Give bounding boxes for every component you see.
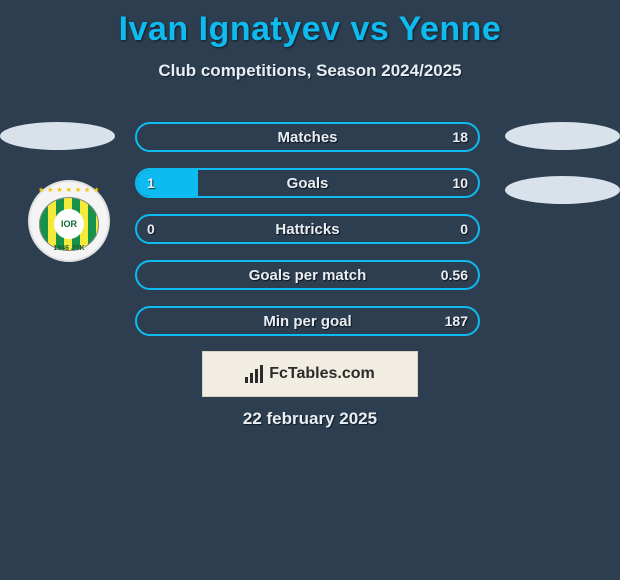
stat-row-goals-per-match: Goals per match 0.56 bbox=[135, 260, 480, 290]
stat-right-value: 0 bbox=[460, 216, 468, 242]
page-title: Ivan Ignatyev vs Yenne bbox=[0, 0, 620, 49]
stat-label: Matches bbox=[137, 124, 478, 150]
stat-label: Hattricks bbox=[137, 216, 478, 242]
brand-label: FcTables.com bbox=[269, 365, 375, 383]
badge-years: 1946 JSK bbox=[30, 245, 108, 252]
comparison-date: 22 february 2025 bbox=[0, 409, 620, 429]
stat-label: Goals per match bbox=[137, 262, 478, 288]
stat-right-value: 187 bbox=[445, 308, 468, 334]
stat-label: Goals bbox=[137, 170, 478, 196]
fctables-brand[interactable]: FcTables.com bbox=[202, 351, 418, 397]
stat-row-hattricks: 0 Hattricks 0 bbox=[135, 214, 480, 244]
player-right-placeholder-1 bbox=[505, 122, 620, 150]
stat-row-goals: 1 Goals 10 bbox=[135, 168, 480, 198]
bars-chart-icon bbox=[245, 365, 263, 383]
stat-row-matches: Matches 18 bbox=[135, 122, 480, 152]
stat-right-value: 10 bbox=[452, 170, 468, 196]
stat-right-value: 0.56 bbox=[441, 262, 468, 288]
club-badge-jsk: ★ ★ ★ ★ ★ ★ ★ IOR 1946 JSK bbox=[28, 180, 110, 262]
comparison-bars: Matches 18 1 Goals 10 0 Hattricks 0 Goal… bbox=[135, 122, 480, 352]
stat-row-min-per-goal: Min per goal 187 bbox=[135, 306, 480, 336]
page-subtitle: Club competitions, Season 2024/2025 bbox=[0, 61, 620, 81]
player-right-placeholder-2 bbox=[505, 176, 620, 204]
stat-label: Min per goal bbox=[137, 308, 478, 334]
badge-stars-icon: ★ ★ ★ ★ ★ ★ ★ bbox=[38, 186, 100, 194]
stat-right-value: 18 bbox=[452, 124, 468, 150]
badge-initials: IOR bbox=[54, 209, 84, 239]
badge-shield-icon: IOR bbox=[39, 197, 99, 251]
player-left-placeholder bbox=[0, 122, 115, 150]
